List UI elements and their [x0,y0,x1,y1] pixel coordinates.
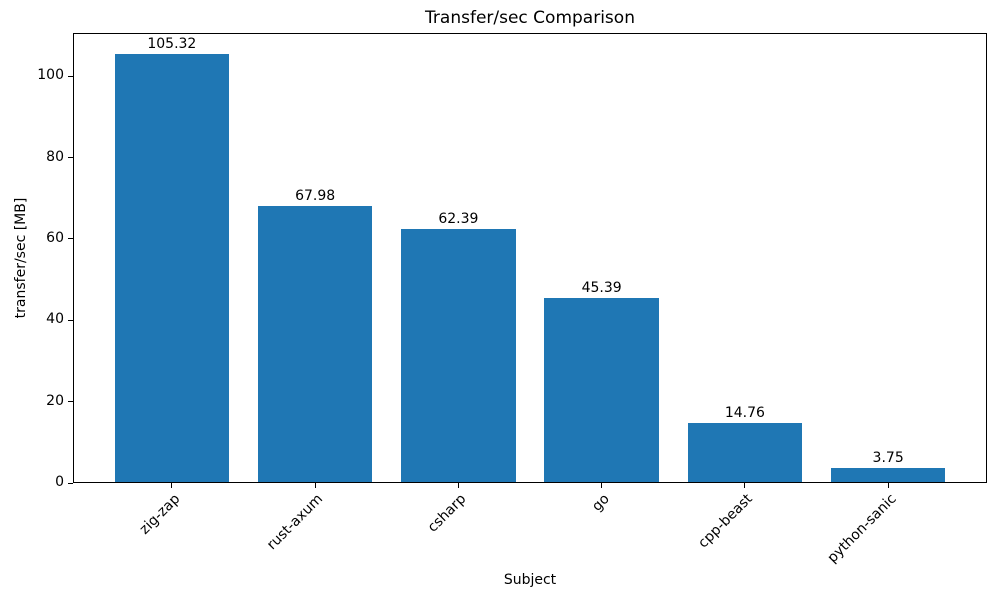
x-tick-label: python-sanic [824,491,900,567]
x-tick [457,483,459,488]
y-tick-label: 0 [55,474,64,490]
y-tick-label: 20 [46,392,64,409]
y-tick [68,157,73,158]
bar [114,54,230,483]
bar [830,467,946,483]
bar-value-label: 14.76 [724,404,765,421]
y-tick-label: 60 [46,229,64,246]
y-tick [68,75,73,77]
y-tick-label: 80 [46,148,64,165]
x-tick-label: go [589,491,613,515]
bar [544,298,659,483]
x-tick [887,483,889,488]
x-tick [171,483,173,488]
y-tick [68,319,73,321]
bar [401,229,516,483]
y-tick [68,482,73,484]
bar-value-label: 45.39 [581,280,622,297]
bar [687,422,803,483]
y-tick [68,401,73,403]
bar-value-label: 67.98 [295,188,336,205]
bar [257,206,373,483]
y-tick-label: 40 [46,311,64,328]
x-tick [314,483,316,488]
bar-value-label: 3.75 [872,449,904,466]
x-axis-label: Subject [503,572,557,588]
y-tick-label: 100 [37,67,64,84]
x-tick [601,483,603,488]
x-tick-label: rust-axum [264,491,327,554]
y-axis-label: transfer/sec [MB] [13,197,29,319]
x-tick [744,483,746,488]
x-tick-label: zig-zap [136,491,184,538]
chart-title: Transfer/sec Comparison [425,8,635,28]
bar-value-label: 105.32 [147,36,197,53]
x-tick-label: csharp [425,491,470,536]
y-tick [68,238,73,240]
bar-value-label: 62.39 [438,211,479,228]
x-tick-label: cpp-beast [695,491,757,552]
